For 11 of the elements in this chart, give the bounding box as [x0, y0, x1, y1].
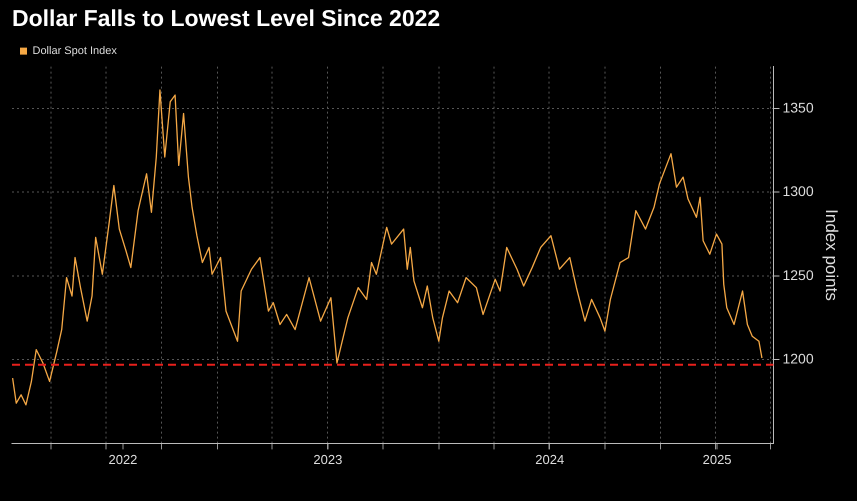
y-tick-label: 1300 — [782, 183, 814, 200]
y-axis-title: Index points — [822, 209, 842, 301]
y-tick-label: 1250 — [782, 266, 814, 283]
x-tick-label: 2023 — [313, 452, 342, 467]
y-tick-label: 1200 — [782, 350, 814, 367]
x-tick-label: 2022 — [108, 452, 138, 467]
x-tick-label: 2024 — [535, 452, 564, 467]
legend-label: Dollar Spot Index — [32, 45, 118, 58]
x-tick-label: 2025 — [702, 452, 732, 467]
y-tick-label: 1350 — [782, 99, 814, 116]
chart-title: Dollar Falls to Lowest Level Since 2022 — [12, 5, 440, 32]
